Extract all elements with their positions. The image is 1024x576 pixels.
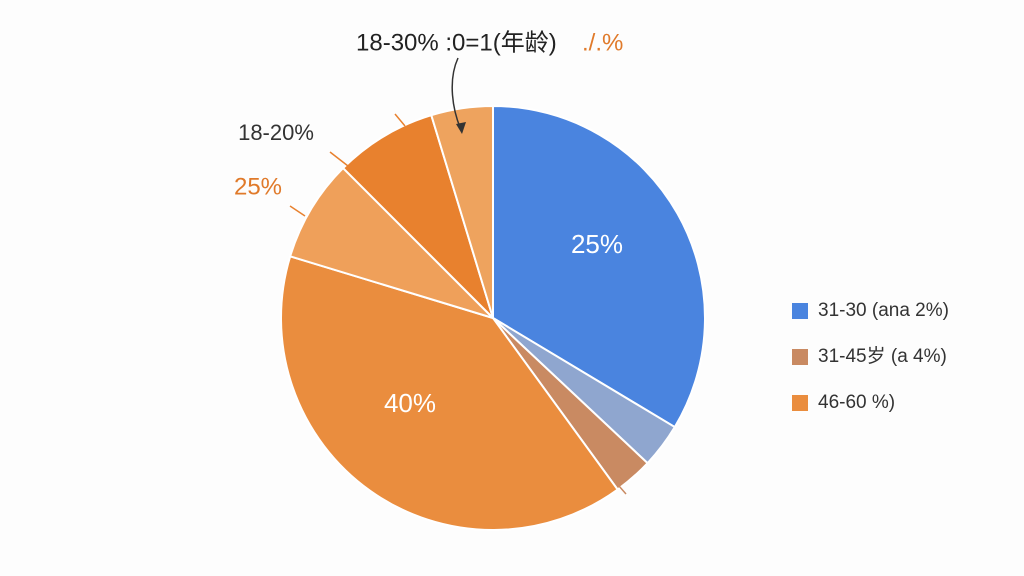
legend-swatch [792,349,808,365]
legend-label: 31-45岁 (a 4%) [818,345,947,367]
legend-label: 46-60 %) [818,392,895,413]
annotation: 18-30% :0=1(年龄) [356,29,557,56]
legend-label: 31-30 (ana 2%) [818,300,949,321]
legend: 31-30 (ana 2%) 31-45岁 (a 4%) 46-60 %) [792,300,949,413]
legend-swatch [792,303,808,319]
pie-slice [341,113,494,319]
pie-slice [430,104,494,319]
annotation: 18-20% [238,120,314,145]
annotation: ./.% [582,29,623,56]
pie-slice [492,104,706,429]
pie-slice [280,255,620,531]
legend-swatch [792,395,808,411]
leader-line [329,151,349,167]
leader-line [289,205,306,217]
leader-line [394,113,406,127]
annotation: 40% [384,388,436,418]
leader-line [611,477,627,495]
annotation: 25% [234,173,282,200]
annotation: 25% [571,229,623,259]
pie [280,104,706,531]
pie-slice [288,166,494,319]
arrow-head [456,122,466,134]
